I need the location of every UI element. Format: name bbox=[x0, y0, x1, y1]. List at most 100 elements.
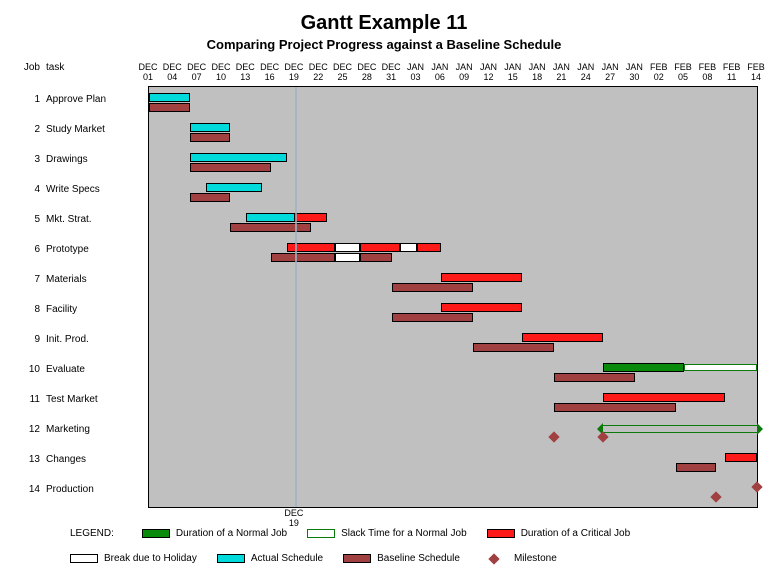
legend-swatch bbox=[487, 529, 515, 538]
axis-tick: DEC04 bbox=[163, 62, 182, 82]
gantt-bar bbox=[725, 453, 757, 462]
legend-item: Duration of a Critical Job bbox=[487, 528, 631, 539]
task-row bbox=[149, 147, 757, 177]
header-task: task bbox=[46, 62, 148, 86]
task-id: 4 bbox=[10, 176, 46, 206]
legend-swatch bbox=[307, 529, 335, 538]
date-axis: DEC01DEC04DEC07DEC10DEC13DEC16DEC19DEC22… bbox=[148, 62, 758, 86]
task-row bbox=[149, 177, 757, 207]
task-id: 12 bbox=[10, 416, 46, 446]
gantt-bar bbox=[206, 183, 263, 192]
axis-tick: DEC07 bbox=[187, 62, 206, 82]
legend-label: Duration of a Critical Job bbox=[521, 528, 631, 539]
gantt-bar bbox=[417, 243, 441, 252]
task-row bbox=[149, 237, 757, 267]
gantt-bar bbox=[473, 343, 554, 352]
task-name: Materials bbox=[46, 266, 148, 296]
gantt-bar bbox=[190, 153, 287, 162]
now-line bbox=[295, 87, 297, 507]
gantt-bar bbox=[603, 393, 725, 402]
gantt-bar bbox=[335, 243, 359, 252]
axis-tick: JAN30 bbox=[626, 62, 643, 82]
task-row-label: 5Mkt. Strat. bbox=[10, 206, 148, 236]
task-id: 7 bbox=[10, 266, 46, 296]
task-row-label: 14Production bbox=[10, 476, 148, 506]
task-row bbox=[149, 447, 757, 477]
axis-tick: FEB02 bbox=[650, 62, 668, 82]
axis-tick: JAN21 bbox=[553, 62, 570, 82]
gantt-bar bbox=[190, 163, 271, 172]
axis-tick: JAN06 bbox=[431, 62, 448, 82]
axis-tick: FEB11 bbox=[723, 62, 741, 82]
legend-label: Slack Time for a Normal Job bbox=[341, 528, 467, 539]
legend-title: LEGEND: bbox=[70, 528, 114, 539]
legend-label: Milestone bbox=[514, 553, 557, 564]
gantt-bar bbox=[392, 313, 473, 322]
axis-tick: JAN24 bbox=[577, 62, 594, 82]
header-job: Job bbox=[10, 62, 46, 86]
task-row bbox=[149, 357, 757, 387]
task-name: Study Market bbox=[46, 116, 148, 146]
task-id: 9 bbox=[10, 326, 46, 356]
task-id: 5 bbox=[10, 206, 46, 236]
gantt-bar bbox=[295, 213, 327, 222]
gantt-bar bbox=[400, 243, 416, 252]
task-row-label: 2Study Market bbox=[10, 116, 148, 146]
task-id: 11 bbox=[10, 386, 46, 416]
slack-span bbox=[603, 425, 757, 433]
task-row bbox=[149, 87, 757, 117]
axis-tick: DEC31 bbox=[382, 62, 401, 82]
task-name: Write Specs bbox=[46, 176, 148, 206]
milestone-icon bbox=[751, 481, 762, 492]
legend-item: Slack Time for a Normal Job bbox=[307, 528, 467, 539]
task-name: Drawings bbox=[46, 146, 148, 176]
task-row bbox=[149, 297, 757, 327]
axis-tick: JAN27 bbox=[602, 62, 619, 82]
task-id: 1 bbox=[10, 86, 46, 116]
task-row-label: 1Approve Plan bbox=[10, 86, 148, 116]
gantt-bar bbox=[271, 253, 336, 262]
task-name: Approve Plan bbox=[46, 86, 148, 116]
slack-bar bbox=[684, 364, 757, 371]
task-row bbox=[149, 117, 757, 147]
gantt-bar bbox=[522, 333, 603, 342]
task-row bbox=[149, 387, 757, 417]
task-name: Mkt. Strat. bbox=[46, 206, 148, 236]
task-name: Init. Prod. bbox=[46, 326, 148, 356]
task-id: 10 bbox=[10, 356, 46, 386]
gantt-bar bbox=[335, 253, 359, 262]
gantt-bar bbox=[149, 93, 190, 102]
milestone-icon bbox=[488, 553, 499, 564]
legend-swatch bbox=[217, 554, 245, 563]
milestone-icon bbox=[549, 431, 560, 442]
gantt-bar bbox=[360, 253, 392, 262]
task-name: Production bbox=[46, 476, 148, 506]
gantt-bar bbox=[603, 363, 684, 372]
legend-item: Duration of a Normal Job bbox=[142, 528, 287, 539]
task-row-label: 11Test Market bbox=[10, 386, 148, 416]
task-id: 13 bbox=[10, 446, 46, 476]
task-name: Evaluate bbox=[46, 356, 148, 386]
now-marker-label: DEC19 bbox=[284, 508, 303, 528]
axis-tick: DEC28 bbox=[357, 62, 376, 82]
gantt-bar bbox=[441, 303, 522, 312]
task-row bbox=[149, 267, 757, 297]
axis-tick: FEB08 bbox=[699, 62, 717, 82]
legend-label: Baseline Schedule bbox=[377, 553, 460, 564]
task-row bbox=[149, 417, 757, 447]
task-row-label: 3Drawings bbox=[10, 146, 148, 176]
task-row-label: 13Changes bbox=[10, 446, 148, 476]
row-labels-column: 1Approve Plan2Study Market3Drawings4Writ… bbox=[10, 86, 148, 508]
chart-title: Gantt Example 11 bbox=[10, 12, 758, 35]
task-name: Test Market bbox=[46, 386, 148, 416]
task-name: Marketing bbox=[46, 416, 148, 446]
task-row bbox=[149, 207, 757, 237]
legend-item: Actual Schedule bbox=[217, 553, 323, 564]
axis-tick: DEC22 bbox=[309, 62, 328, 82]
task-id: 8 bbox=[10, 296, 46, 326]
task-id: 3 bbox=[10, 146, 46, 176]
task-id: 6 bbox=[10, 236, 46, 266]
legend-label: Break due to Holiday bbox=[104, 553, 197, 564]
task-row-label: 7Materials bbox=[10, 266, 148, 296]
task-name: Facility bbox=[46, 296, 148, 326]
